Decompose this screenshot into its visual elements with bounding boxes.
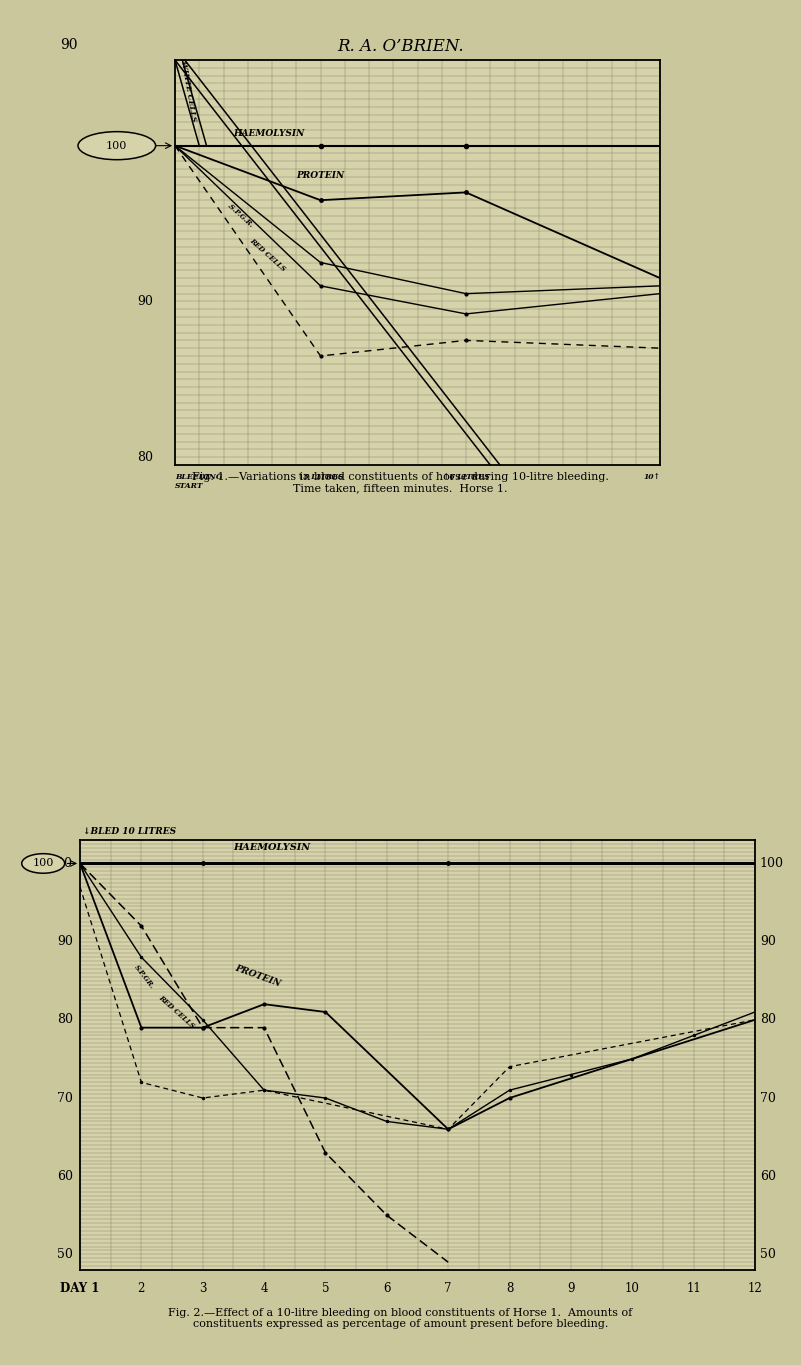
Text: 80: 80	[57, 1013, 73, 1026]
Text: PROTEIN: PROTEIN	[233, 964, 282, 988]
Text: ↓BLED 10 LITRES: ↓BLED 10 LITRES	[83, 827, 176, 837]
Text: 2: 2	[138, 1282, 145, 1295]
Text: 3: 3	[199, 1282, 207, 1295]
Text: 100: 100	[106, 141, 127, 150]
Text: RED CELLS: RED CELLS	[248, 236, 287, 273]
Text: 90: 90	[137, 295, 153, 308]
Text: 90: 90	[60, 38, 78, 52]
Text: 50: 50	[760, 1248, 776, 1261]
Text: RED CELLS: RED CELLS	[157, 994, 196, 1031]
Text: HAEMOLYSIN: HAEMOLYSIN	[233, 842, 311, 852]
Text: 100: 100	[760, 857, 784, 870]
Text: BLEEDING
START: BLEEDING START	[175, 472, 223, 490]
Text: 5: 5	[322, 1282, 329, 1295]
Text: 7: 7	[445, 1282, 452, 1295]
Ellipse shape	[22, 853, 65, 874]
Text: 4: 4	[260, 1282, 268, 1295]
Text: 8: 8	[506, 1282, 513, 1295]
Text: 12: 12	[747, 1282, 763, 1295]
Text: PROTEIN: PROTEIN	[296, 171, 344, 180]
Text: 80: 80	[760, 1013, 776, 1026]
Text: 9: 9	[567, 1282, 574, 1295]
Text: Fig. 2.—Effect of a 10-litre bleeding on blood constituents of Horse 1.  Amounts: Fig. 2.—Effect of a 10-litre bleeding on…	[168, 1308, 633, 1330]
Text: .S.P.G.R.: .S.P.G.R.	[226, 202, 256, 229]
Text: 70: 70	[760, 1092, 776, 1104]
Text: 60: 60	[57, 1170, 73, 1182]
Text: 70: 70	[57, 1092, 73, 1104]
Text: 50: 50	[57, 1248, 73, 1261]
Text: 10: 10	[625, 1282, 640, 1295]
Text: HAEMOLYSIN: HAEMOLYSIN	[233, 128, 304, 138]
Text: 90: 90	[760, 935, 776, 949]
Ellipse shape	[78, 131, 155, 160]
Text: 90: 90	[57, 935, 73, 949]
Text: 10↑: 10↑	[643, 472, 660, 480]
Text: 11: 11	[686, 1282, 701, 1295]
Text: ↑3 LITRES: ↑3 LITRES	[297, 472, 344, 480]
Text: 100: 100	[49, 857, 73, 870]
Text: ↑6 LITRES: ↑6 LITRES	[443, 472, 489, 480]
Text: R. A. O’BRIEN.: R. A. O’BRIEN.	[337, 38, 464, 55]
Text: S.P.GR.: S.P.GR.	[132, 964, 156, 991]
Text: 100: 100	[33, 859, 54, 868]
Text: 6: 6	[383, 1282, 391, 1295]
Text: DAY 1: DAY 1	[60, 1282, 99, 1295]
Text: Fig. 1.—Variations in blood constituents of horse during 10-litre bleeding.
Time: Fig. 1.—Variations in blood constituents…	[192, 472, 609, 493]
Text: 80: 80	[137, 450, 153, 464]
Text: WHITE CELLS: WHITE CELLS	[179, 60, 198, 123]
Text: 60: 60	[760, 1170, 776, 1182]
